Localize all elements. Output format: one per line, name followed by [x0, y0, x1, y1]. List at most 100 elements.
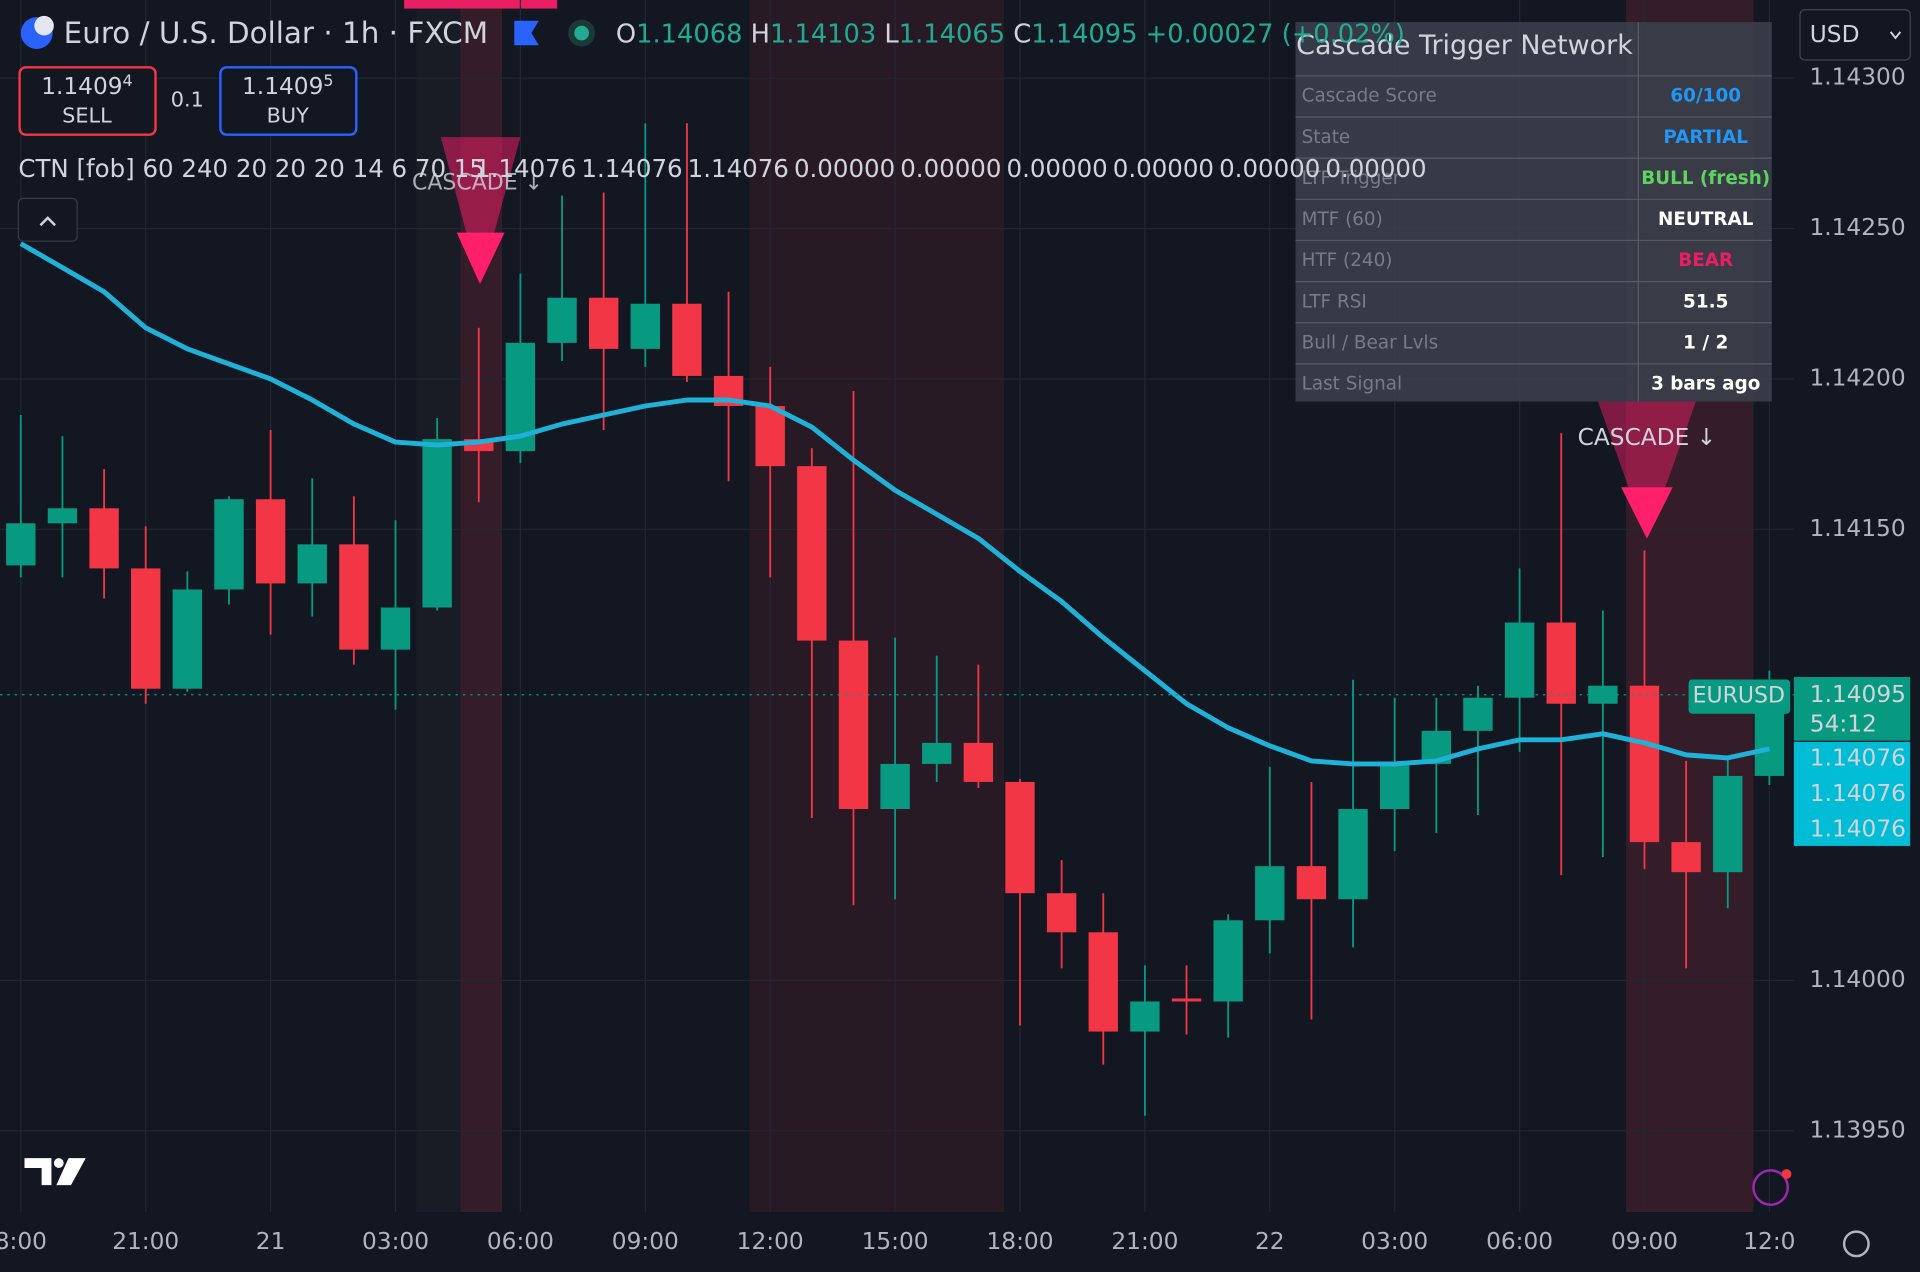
table-label: MTF (60) — [1302, 209, 1383, 230]
indicator-value: 0.00000 — [1007, 154, 1108, 183]
indicator-value: 0.00000 — [794, 154, 895, 183]
x-tick-label: 22 — [1255, 1228, 1285, 1255]
indicator-tag: 1.14076 — [1810, 816, 1906, 843]
ema-line — [19, 241, 1770, 767]
indicator-name: CTN [fob] 60 240 20 20 20 14 6 70 15 — [18, 154, 485, 183]
signal-arrow — [456, 232, 505, 285]
table-label: HTF (240) — [1302, 250, 1393, 271]
signal-marker — [440, 137, 521, 285]
market-status — [574, 25, 589, 41]
candle-body — [1213, 920, 1243, 1002]
candle-body — [547, 297, 577, 343]
table-label: Cascade Score — [1302, 86, 1437, 107]
table-value: 51.5 — [1683, 291, 1728, 312]
flag-icon[interactable] — [514, 20, 539, 46]
ohlc: O1.14068 H1.14103 L1.14065 C1.14095 +0.0… — [616, 19, 1405, 49]
candle-body — [422, 439, 452, 608]
y-tick-label: 1.14150 — [1809, 515, 1905, 542]
candle-body — [297, 544, 327, 584]
candle-body — [172, 589, 203, 689]
x-tick-label: 8:00 — [0, 1228, 47, 1255]
candle-body — [838, 640, 869, 810]
candle-body — [1255, 866, 1285, 921]
candle-body — [6, 523, 36, 566]
price-tag — [1793, 677, 1911, 741]
tv-logo[interactable] — [24, 1158, 86, 1186]
signal-label: CASCADE ↓ — [412, 171, 543, 196]
countdown: 54:12 — [1810, 710, 1877, 737]
candle-body — [797, 466, 827, 641]
candle-body — [1005, 781, 1035, 894]
x-tick-label: 21:00 — [112, 1228, 179, 1255]
info-table: Cascade Trigger Network Cascade Score 60/… — [1295, 22, 1772, 402]
y-tick-label: 1.14200 — [1809, 364, 1905, 391]
x-tick-label: 06:00 — [487, 1228, 554, 1255]
signal-band — [749, 0, 1005, 1213]
indicator-value: 1.14076 — [688, 154, 789, 183]
dropdown-icon — [1889, 31, 1902, 40]
candle-body — [89, 508, 119, 569]
tv-logo — [53, 1158, 64, 1168]
candle-body — [1130, 1001, 1160, 1032]
ohlc-key: C — [1013, 19, 1031, 49]
indicator-tag: 1.14076 — [1810, 780, 1906, 807]
symbol-flag — [34, 15, 54, 36]
ohlc-key: H — [751, 19, 770, 49]
x-tick-label: 09:00 — [612, 1228, 679, 1255]
ohlc-value: 1.14065 — [899, 19, 1005, 49]
table-label: LTF RSI — [1302, 291, 1367, 312]
quantity[interactable]: 0.1 — [171, 87, 204, 111]
ohlc-value: 1.14103 — [770, 19, 876, 49]
table-value: BEAR — [1678, 250, 1733, 271]
indicator-tags — [1793, 741, 1911, 846]
currency-label: USD — [1810, 21, 1860, 48]
candle-body — [672, 303, 702, 376]
signal-label: CASCADE ↓ — [1578, 424, 1717, 451]
candle-body — [255, 499, 286, 584]
alert-icon[interactable] — [1752, 1169, 1789, 1206]
candle-body — [1088, 932, 1118, 1032]
y-tick-label: 1.14300 — [1809, 64, 1905, 91]
ohlc-key: L — [884, 19, 899, 49]
indicator-value: 1.14076 — [581, 154, 682, 183]
y-tick-label: 1.14000 — [1809, 966, 1905, 993]
candle-body — [1046, 893, 1077, 933]
symbol-tag-label: EURUSD — [1693, 684, 1785, 709]
currency-dropdown[interactable] — [1799, 9, 1911, 61]
sell-price-pip: 4 — [123, 70, 133, 89]
symbol-tag — [1688, 679, 1791, 714]
candle-body — [1629, 685, 1660, 843]
table-value: PARTIAL — [1663, 127, 1748, 148]
buy-price-main: 1.1409 — [242, 72, 323, 99]
candle-body — [1713, 775, 1743, 873]
x-tick-label: 12:00 — [737, 1228, 804, 1255]
symbol-title: Euro / U.S. Dollar · 1h · FXCM — [64, 16, 488, 50]
x-tick-label: 21 — [256, 1228, 286, 1255]
buy-button[interactable] — [219, 66, 358, 136]
collapse-button[interactable] — [17, 197, 78, 242]
time-axis-bg — [0, 1212, 1920, 1272]
price-axis-bg — [1793, 0, 1920, 1272]
candle-body — [880, 763, 910, 810]
x-tick-label: 15:00 — [862, 1228, 929, 1255]
indicator-value: 0.00000 — [1325, 154, 1426, 183]
candle-body — [755, 406, 785, 467]
indicator-tag: 1.14076 — [1810, 745, 1906, 772]
candle-body — [922, 742, 952, 764]
sell-button[interactable] — [18, 66, 157, 136]
candle-body — [1504, 622, 1535, 698]
candle-body — [339, 544, 369, 650]
candle-body — [380, 607, 411, 650]
y-tick-label: 1.13950 — [1809, 1116, 1905, 1143]
settings-icon[interactable] — [1842, 1230, 1870, 1258]
table-value: 3 bars ago — [1651, 374, 1760, 395]
table-bg — [1295, 22, 1772, 402]
table-value: 60/100 — [1670, 86, 1741, 107]
table-label: LTF Trigger — [1302, 168, 1401, 189]
buy-price-pip: 5 — [323, 70, 333, 89]
candle-body — [1463, 697, 1493, 731]
indicator-value: 0.00000 — [900, 154, 1001, 183]
ohlc-value: 1.14068 — [636, 19, 742, 49]
indicator-legend: CTN [fob] 60 240 20 20 20 14 6 70 15 — [18, 154, 485, 183]
